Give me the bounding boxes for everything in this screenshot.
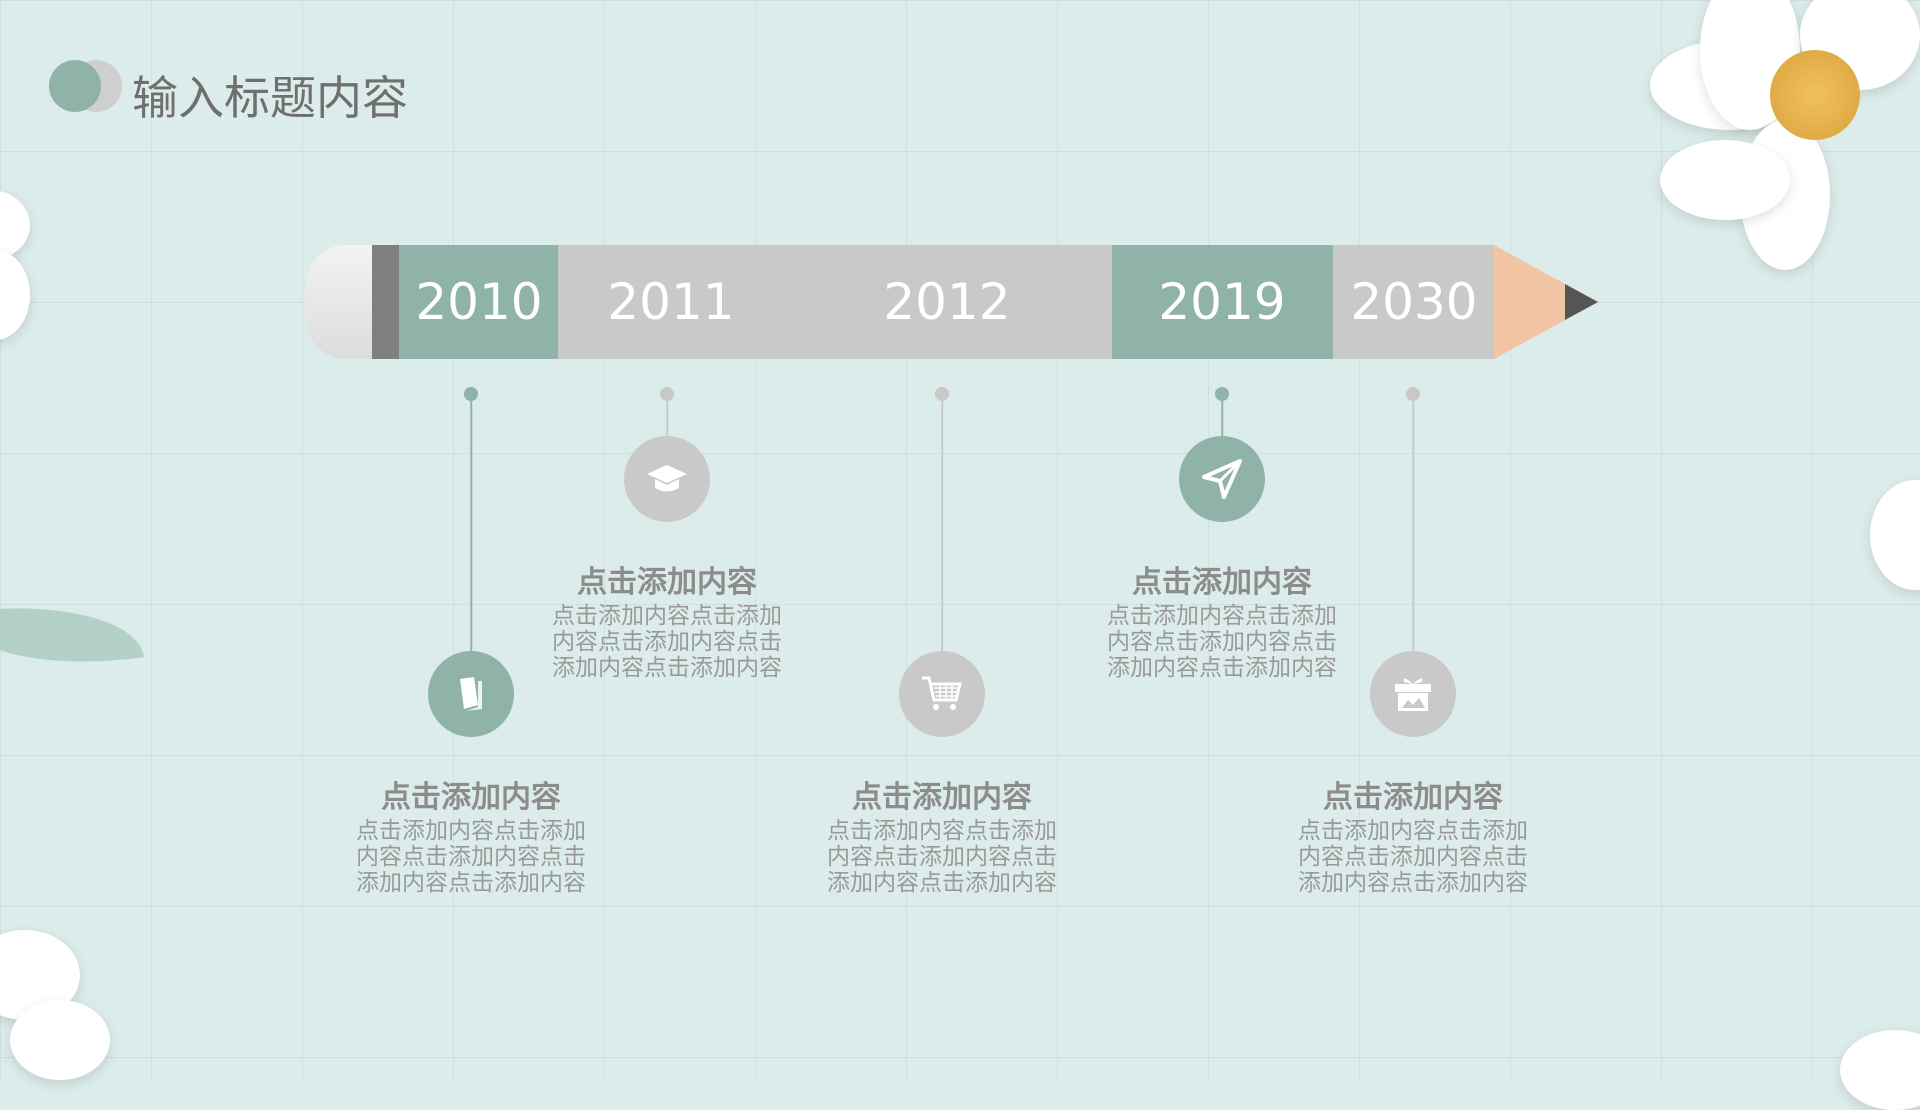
gift-badge [1370,651,1456,737]
book-icon [454,675,488,713]
year-label: 2011 [607,273,735,331]
item-title[interactable]: 点击添加内容 [852,780,1032,815]
connector-line [1412,394,1414,694]
description-line: 添加内容点击添加内容 [1298,870,1528,896]
item-title[interactable]: 点击添加内容 [1323,780,1503,815]
year-label: 2019 [1158,273,1286,331]
segment-2019 [1112,245,1333,359]
description-line: 添加内容点击添加内容 [1107,655,1337,681]
shopping-cart-badge [899,651,985,737]
description-line: 内容点击添加内容点击 [552,629,782,655]
connector-line [941,394,943,694]
description-line: 内容点击添加内容点击 [1298,844,1528,870]
pencil-ferrule [372,245,399,359]
item-title[interactable]: 点击添加内容 [1132,565,1312,600]
item-description[interactable]: 点击添加内容点击添加 内容点击添加内容点击 添加内容点击添加内容 [349,818,594,896]
item-description[interactable]: 点击添加内容点击添加 内容点击添加内容点击 添加内容点击添加内容 [1291,818,1536,896]
pencil-lead [1565,284,1598,320]
item-title[interactable]: 点击添加内容 [577,565,757,600]
year-label: 2012 [883,273,1011,331]
gift-icon [1392,674,1434,714]
description-line: 点击添加内容点击添加 [827,818,1057,844]
description-line: 添加内容点击添加内容 [356,870,586,896]
graduation-cap-badge [624,436,710,522]
item-description[interactable]: 点击添加内容点击添加 内容点击添加内容点击 添加内容点击添加内容 [1100,603,1345,681]
description-line: 点击添加内容点击添加 [552,603,782,629]
graduation-cap-icon [645,462,689,496]
description-line: 内容点击添加内容点击 [1107,629,1337,655]
book-badge [428,651,514,737]
year-label: 2030 [1350,273,1478,331]
description-line: 内容点击添加内容点击 [356,844,586,870]
description-line: 点击添加内容点击添加 [1107,603,1337,629]
description-line: 内容点击添加内容点击 [827,844,1057,870]
item-title[interactable]: 点击添加内容 [381,780,561,815]
description-line: 添加内容点击添加内容 [827,870,1057,896]
segment-2010 [399,245,558,359]
year-label: 2010 [415,273,543,331]
segment-2030 [1333,245,1494,359]
connector-line [470,394,472,694]
page-title: 输入标题内容 [132,71,408,125]
description-line: 点击添加内容点击添加 [356,818,586,844]
segment-2011-2012 [558,245,1112,359]
description-line: 添加内容点击添加内容 [552,655,782,681]
shopping-cart-icon [920,674,964,714]
item-description[interactable]: 点击添加内容点击添加 内容点击添加内容点击 添加内容点击添加内容 [820,818,1065,896]
description-line: 点击添加内容点击添加 [1298,818,1528,844]
background-grid [0,0,1920,1080]
paper-plane-icon [1200,457,1244,501]
item-description[interactable]: 点击添加内容点击添加 内容点击添加内容点击 添加内容点击添加内容 [545,603,790,681]
paper-plane-badge [1179,436,1265,522]
